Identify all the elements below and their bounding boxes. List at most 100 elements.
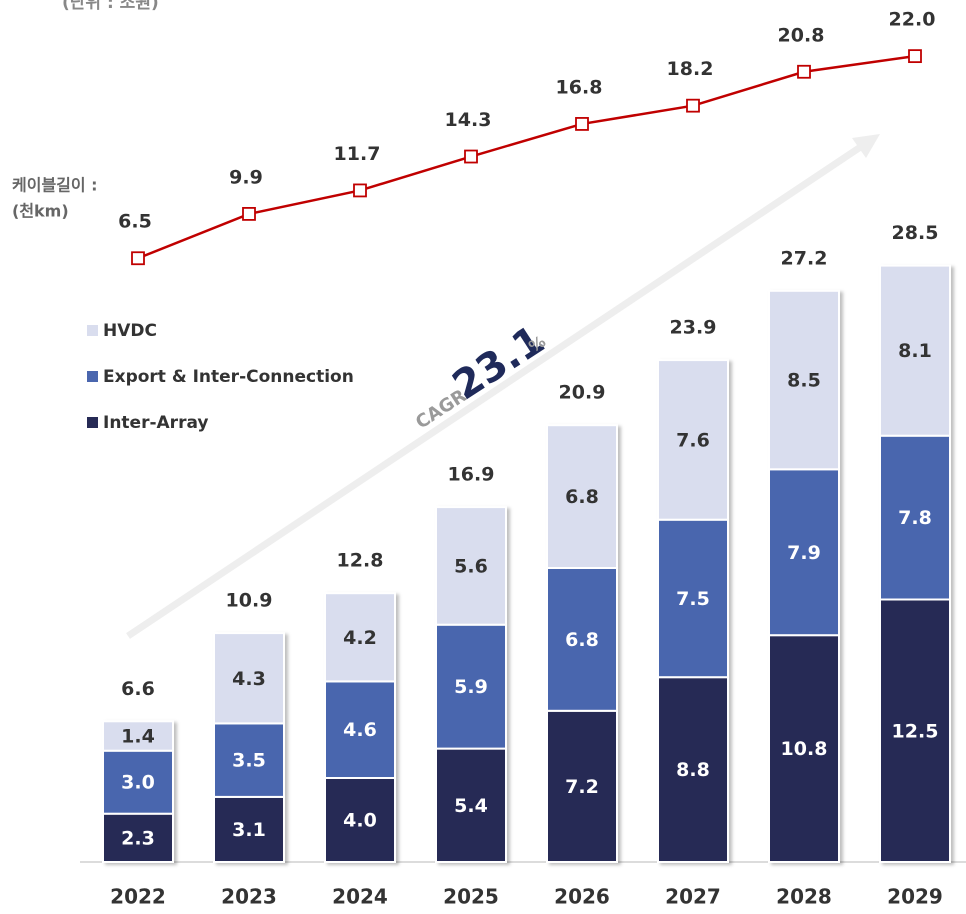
line-marker — [242, 207, 256, 221]
total-label: 23.9 — [670, 317, 717, 339]
total-label: 6.6 — [121, 678, 155, 700]
bar-stack — [102, 720, 174, 864]
segment-label: 4.6 — [343, 719, 377, 741]
bar-segment — [102, 720, 174, 752]
segment-label: 3.5 — [232, 750, 266, 772]
legend-label: Inter-Array — [103, 413, 208, 433]
bar-stack — [324, 592, 396, 863]
line-label: 22.0 — [889, 9, 936, 31]
cagr-arrow-line — [126, 143, 864, 639]
segment-label: 7.2 — [565, 776, 599, 798]
segment-label: 6.8 — [565, 486, 599, 508]
bar-segment — [657, 359, 729, 521]
bar-segment — [768, 634, 840, 864]
bar-segment — [324, 592, 396, 683]
bar-segment — [879, 434, 951, 601]
segment-label: 7.5 — [676, 588, 710, 610]
x-tick-label: 2022 — [110, 885, 166, 909]
bar-segment — [546, 709, 618, 863]
bar-stack — [213, 632, 285, 864]
line-axis-label: 케이블길이 : — [12, 176, 98, 195]
legend-swatch — [87, 417, 98, 428]
line-marker — [908, 49, 922, 64]
line-label: 14.3 — [445, 109, 492, 131]
x-tick-label: 2028 — [776, 885, 832, 909]
segment-label: 5.6 — [454, 555, 488, 577]
total-label: 27.2 — [781, 247, 828, 269]
segment-label: 3.1 — [232, 819, 266, 841]
x-tick-label: 2027 — [665, 885, 721, 909]
total-label: 16.9 — [448, 464, 495, 486]
segment-label: 10.8 — [781, 738, 828, 760]
bar-stack — [435, 506, 507, 863]
bar-segment — [657, 676, 729, 864]
bar-segment — [435, 623, 507, 750]
segment-label: 7.9 — [787, 542, 821, 564]
bar-stack — [546, 424, 618, 863]
bar-segment — [324, 680, 396, 780]
segment-label: 4.3 — [232, 668, 266, 690]
line-axis-label: (천km) — [12, 202, 69, 221]
bar-segment — [102, 749, 174, 815]
total-label: 12.8 — [337, 550, 384, 572]
cagr-arrow-head — [852, 134, 880, 158]
segment-label: 8.1 — [898, 340, 932, 362]
line-marker — [131, 251, 145, 266]
segment-label: 4.2 — [343, 627, 377, 649]
cagr: CAGR 23.1 % — [412, 317, 553, 433]
legend-swatch — [87, 325, 98, 336]
line-label: 6.5 — [118, 211, 152, 233]
segment-label: 5.4 — [454, 795, 488, 817]
bar-segment — [879, 598, 951, 863]
line-label: 20.8 — [778, 24, 825, 46]
segment-label: 4.0 — [343, 810, 377, 832]
line-label: 16.8 — [556, 76, 603, 98]
bar-segment — [546, 567, 618, 712]
line-marker — [575, 117, 589, 131]
total-label: 20.9 — [559, 382, 606, 404]
bar-segment — [657, 518, 729, 679]
bar-stack — [879, 264, 951, 863]
total-label: 28.5 — [892, 222, 939, 244]
segment-label: 7.6 — [676, 429, 710, 451]
line — [137, 54, 916, 260]
segment-label: 1.4 — [121, 726, 155, 748]
bar-segment — [324, 777, 396, 863]
bar-stack — [768, 289, 840, 864]
segment-label: 6.8 — [565, 629, 599, 651]
bar-stack — [657, 359, 729, 864]
legend-swatch — [87, 371, 98, 382]
cagr-arrow — [126, 134, 880, 639]
x-tick-label: 2029 — [887, 885, 943, 909]
legend-label: Export & Inter-Connection — [103, 367, 354, 387]
line-marker — [797, 64, 811, 79]
line-label: 11.7 — [334, 143, 381, 165]
total-label: 10.9 — [226, 590, 273, 612]
segment-label: 8.8 — [676, 759, 710, 781]
line-marker — [686, 98, 700, 113]
x-tick-label: 2025 — [443, 885, 499, 909]
legend-label: HVDC — [103, 321, 157, 341]
segment-label: 12.5 — [892, 720, 939, 742]
unit-note: (단위 : 조원) — [62, 0, 159, 13]
bar-segment — [435, 506, 507, 626]
x-tick-label: 2023 — [221, 885, 277, 909]
segment-label: 2.3 — [121, 827, 155, 849]
line-label: 18.2 — [667, 58, 714, 80]
bar-segment — [879, 264, 951, 437]
segment-label: 8.5 — [787, 370, 821, 392]
segment-label: 3.0 — [121, 772, 155, 794]
line-label: 9.9 — [229, 166, 263, 188]
bar-segment — [213, 632, 285, 725]
bar-segment — [768, 468, 840, 637]
bar-segment — [768, 289, 840, 471]
x-tick-label: 2026 — [554, 885, 610, 909]
bar-segment — [102, 812, 174, 864]
segment-label: 7.8 — [898, 507, 932, 529]
cagr-value: 23.1 — [445, 317, 553, 409]
line-marker — [464, 149, 478, 164]
bar-segment — [546, 424, 618, 570]
line-marker — [353, 183, 367, 198]
x-tick-label: 2024 — [332, 885, 388, 909]
